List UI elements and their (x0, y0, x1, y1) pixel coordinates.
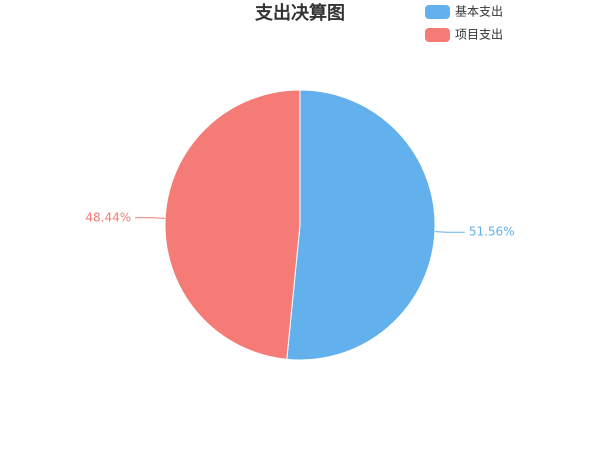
legend-label: 项目支出 (455, 28, 503, 42)
data-label: 48.44% (85, 210, 131, 224)
label-line (135, 217, 166, 219)
pie-slice (164, 89, 301, 360)
label-line (434, 231, 465, 233)
legend-swatch (425, 28, 450, 42)
chart-title: 支出决算图 (254, 2, 345, 24)
data-label: 51.56% (469, 225, 515, 239)
legend-label: 基本支出 (455, 5, 503, 19)
legend-swatch (425, 5, 450, 19)
pie-slice (286, 89, 436, 361)
